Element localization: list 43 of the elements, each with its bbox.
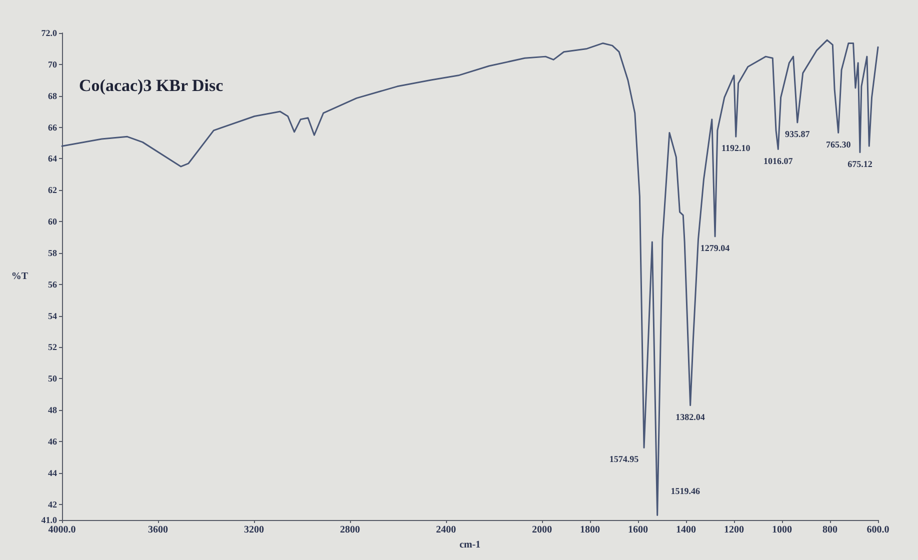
annotation: 675.12 <box>848 158 873 169</box>
y-tick-label: 52 <box>48 342 58 352</box>
annotation: 1382.04 <box>676 412 706 422</box>
y-tick-label: 48 <box>48 405 58 416</box>
annotation: 1519.46 <box>670 486 700 496</box>
y-tick-label: 58 <box>48 248 58 258</box>
y-tick-label: 64 <box>48 154 58 164</box>
y-tick-label: 44 <box>48 468 58 478</box>
y-tick-label: 41.0 <box>41 515 58 525</box>
x-tick-label: 2400 <box>436 524 456 536</box>
y-tick-label: 66 <box>48 122 58 132</box>
text: Co(acac)3 KBr Disc <box>79 76 224 95</box>
y-tick-label: 60 <box>48 216 58 227</box>
x-tick-label: 3200 <box>244 524 264 536</box>
annotation: 935.87 <box>785 129 810 140</box>
x-tick-label: 1600 <box>628 524 648 536</box>
x-tick-label: 600.0 <box>866 524 890 536</box>
x-tick-label: 1200 <box>724 524 744 536</box>
y-tick-label: 50 <box>48 374 58 384</box>
x-axis-title: cm-1 <box>459 540 481 550</box>
y-tick-label: 54 <box>48 310 58 321</box>
y-tick-label: 42 <box>48 499 58 510</box>
y-tick-label: 56 <box>48 279 58 290</box>
y-tick-label: 70 <box>48 59 58 70</box>
x-tick-label: 800 <box>822 524 838 536</box>
y-tick-label: 68 <box>48 90 58 101</box>
x-tick-label: 3600 <box>148 524 168 536</box>
x-tick-label: 1000 <box>772 524 792 536</box>
y-tick-label: 72.0 <box>41 28 58 38</box>
annotation: 1279.04 <box>700 242 730 253</box>
annotation: 1016.07 <box>764 156 794 166</box>
annotation: 1574.95 <box>609 454 640 464</box>
y-tick-label: 46 <box>48 436 58 446</box>
y-axis-title: %T <box>11 271 28 282</box>
x-tick-label: 1400 <box>676 524 696 536</box>
y-tick-label: 62 <box>48 185 58 196</box>
x-tick-label: 2000 <box>532 524 552 536</box>
x-tick-label: 4000.0 <box>48 524 76 536</box>
annotation: 765.30 <box>826 139 852 150</box>
x-tick-label: 2800 <box>340 524 360 536</box>
line-series <box>61 39 879 516</box>
annotation: 1192.10 <box>722 143 751 154</box>
x-tick-label: 1800 <box>580 524 600 536</box>
